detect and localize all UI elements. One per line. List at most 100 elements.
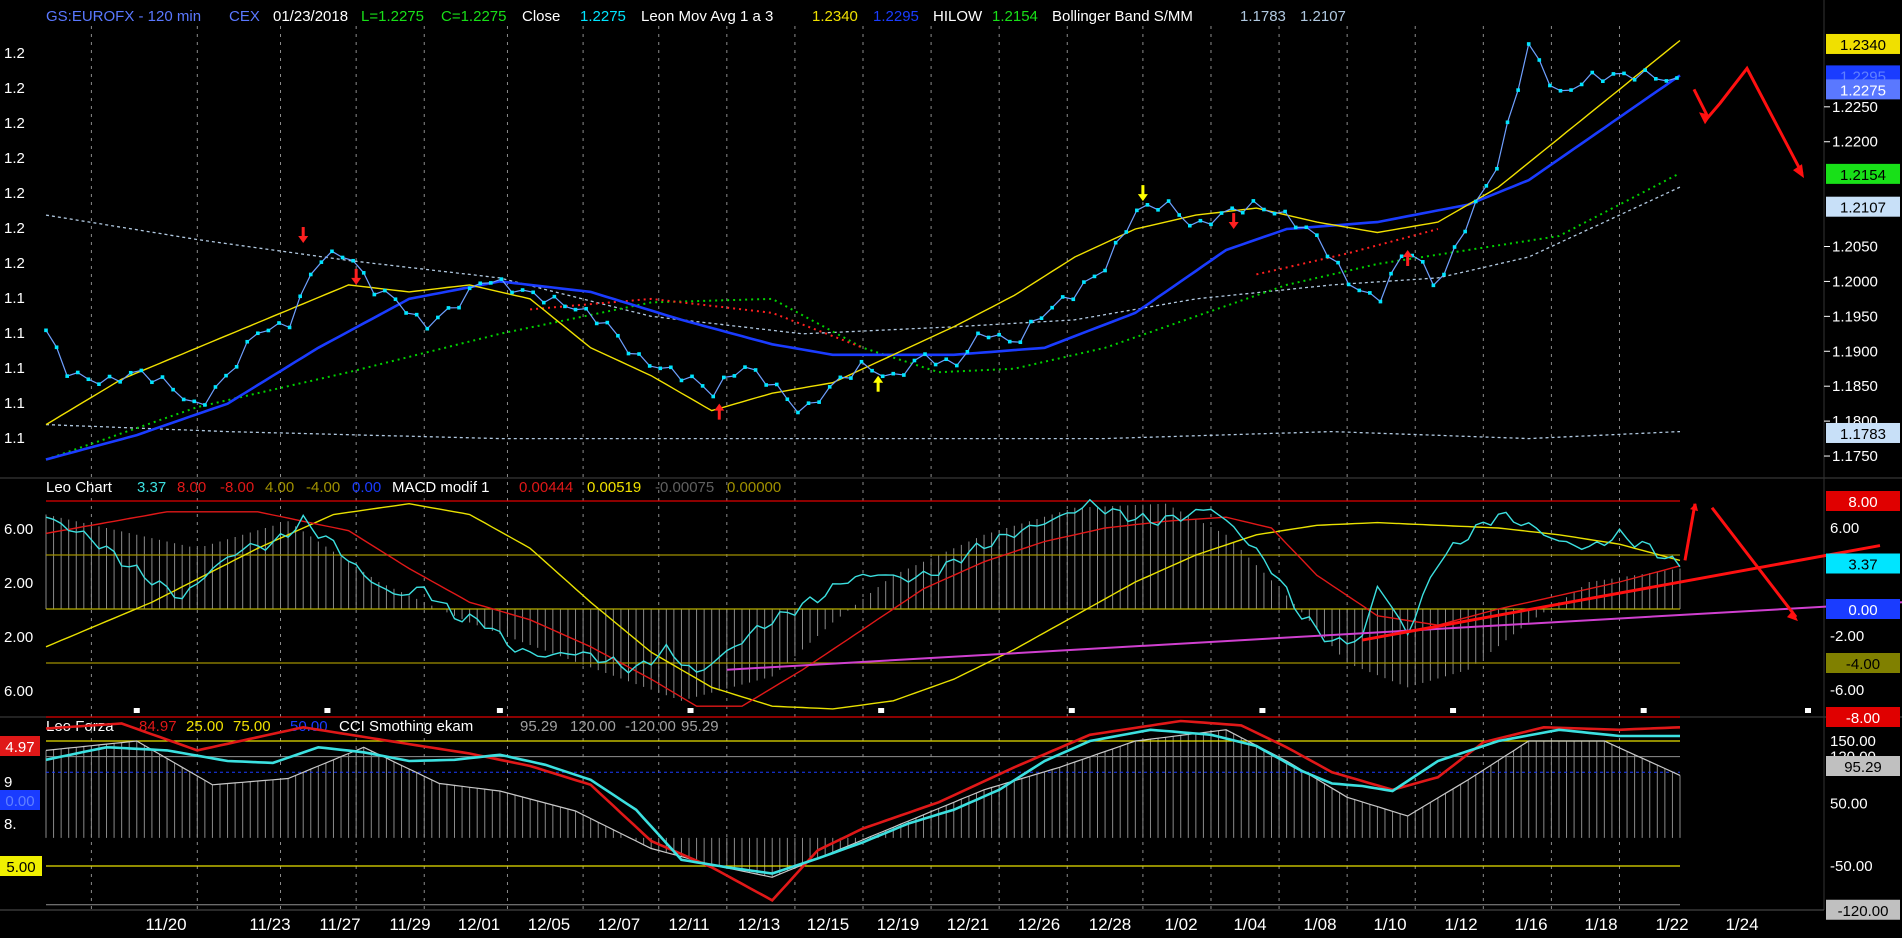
- price-point: [1505, 120, 1510, 125]
- price-point: [1060, 295, 1065, 299]
- leo-left-tick: 6.00: [4, 683, 33, 700]
- price-y-tick: 1.2200: [1832, 134, 1878, 151]
- price-point: [1346, 282, 1351, 287]
- price-point: [181, 397, 186, 402]
- price-point: [489, 281, 493, 285]
- price-point: [838, 375, 843, 380]
- forza-tick-150: 150.00: [1830, 733, 1876, 750]
- price-point: [107, 374, 112, 379]
- price-left-tick: 1.1: [4, 430, 25, 447]
- price-y-tick: 1.2050: [1832, 239, 1878, 256]
- ma-value2: 1.2295: [873, 8, 919, 25]
- leo-bottom-marker: [687, 708, 694, 713]
- price-point: [1113, 240, 1118, 245]
- price-point: [1283, 209, 1287, 214]
- price-point: [393, 297, 398, 302]
- price-point: [1198, 218, 1203, 223]
- leo-cyan-line: [45, 498, 1681, 674]
- x-axis: 11/20 11/23 11/27 11/29 12/01 12/05 12/07 12/11…: [0, 909, 1824, 934]
- price-point: [764, 383, 768, 387]
- price-point: [266, 328, 271, 333]
- price-point: [1135, 208, 1139, 213]
- price-point: [827, 385, 832, 389]
- bb-value-tag-bg: [1826, 196, 1900, 217]
- close-eq-label: C=1.2275: [441, 8, 506, 25]
- leo-chart-header: Leo Chart 3.37 8.00 -8.00 4.00 -4.00 0.0…: [46, 479, 781, 496]
- price-point: [573, 307, 578, 312]
- price-left-tick: 1.2: [4, 185, 25, 202]
- leo-chart-v6: 0.00: [352, 479, 381, 496]
- price-point: [1389, 271, 1393, 276]
- cci-c3: -120.00: [625, 718, 676, 735]
- price-point: [1103, 268, 1107, 273]
- buy-arrow-1: [714, 403, 725, 411]
- price-point: [732, 374, 737, 378]
- price-point: [1304, 225, 1309, 230]
- macd-label: MACD modif 1: [392, 479, 490, 496]
- x-tick-label: 12/21: [947, 915, 990, 934]
- forza-cyan-line: [45, 728, 1680, 875]
- price-point: [224, 373, 228, 378]
- leo-tick-m2: -2.00: [1830, 628, 1864, 645]
- price-point: [669, 365, 673, 370]
- leo-left-tick: 6.00: [4, 521, 33, 538]
- price-point: [743, 365, 747, 369]
- x-tick-label: 1/16: [1514, 915, 1547, 934]
- cci-c1: 95.29: [520, 718, 558, 735]
- price-point: [1124, 230, 1129, 234]
- price-point: [44, 328, 48, 333]
- price-point: [1495, 166, 1499, 171]
- leo-chart-v3: -8.00: [220, 479, 254, 496]
- leo-tag-8-bg: [1826, 491, 1900, 511]
- price-point: [955, 363, 959, 368]
- forza-left-tag-5-bg: [0, 856, 42, 876]
- hilow-label: HILOW: [933, 8, 983, 25]
- price-point: [277, 321, 281, 325]
- price-point: [1219, 211, 1224, 215]
- price-point: [1092, 274, 1097, 279]
- cci-gray-line: [45, 729, 1681, 878]
- price-point: [1643, 68, 1648, 72]
- price-point: [933, 362, 938, 367]
- price-point: [1526, 42, 1531, 46]
- close-label: Close: [522, 8, 560, 25]
- leo-bottom-marker: [324, 708, 331, 713]
- price-point: [785, 397, 790, 402]
- price-point: [1315, 233, 1319, 237]
- x-tick-label: 12/19: [877, 915, 920, 934]
- price-point: [1209, 222, 1213, 227]
- price-y-tick: 1.2000: [1832, 273, 1878, 290]
- price-y-tick: 1.1750: [1832, 448, 1878, 465]
- leo-bottom-marker: [1805, 708, 1811, 713]
- price-point: [1664, 79, 1669, 83]
- price-point: [552, 294, 557, 299]
- leo-tick-m6: -6.00: [1830, 682, 1864, 699]
- x-tick-label: 12/13: [738, 915, 781, 934]
- price-point: [679, 378, 684, 383]
- hilow-value: 1.2154: [992, 8, 1038, 25]
- leo-forecast-up-head: [1690, 503, 1698, 512]
- leo-forza-v2: 25.00: [186, 718, 224, 735]
- leo-trendline-red: [1362, 544, 1881, 642]
- leo-bottom-marker: [878, 708, 885, 713]
- price-panel: 1.2 1.2 1.2 1.2 1.2 1.2 1.2 1.1 1.1 1.1 1.1 1.1 1.22…: [4, 33, 1900, 465]
- price-point: [700, 384, 705, 388]
- price-y-tick: 1.2250: [1832, 99, 1878, 116]
- forza-left-tag-1-bg: [0, 736, 40, 756]
- x-tick-label: 1/18: [1584, 915, 1617, 934]
- leo-tag-m4: -4.00: [1846, 656, 1880, 673]
- price-point: [1029, 319, 1033, 324]
- last-label: L=1.2275: [361, 8, 424, 25]
- price-point: [1473, 199, 1478, 204]
- price-point: [54, 345, 59, 350]
- x-tick-label: 1/02: [1164, 915, 1197, 934]
- price-point: [457, 305, 461, 310]
- hilow-value-tag-bg: [1826, 163, 1900, 184]
- price-point: [880, 374, 885, 379]
- date-label: 01/23/2018: [273, 8, 348, 25]
- x-tick-label: 1/08: [1303, 915, 1336, 934]
- leo-bottom-marker: [1259, 708, 1266, 713]
- price-point: [626, 351, 631, 356]
- macd-m1: 0.00444: [519, 479, 573, 496]
